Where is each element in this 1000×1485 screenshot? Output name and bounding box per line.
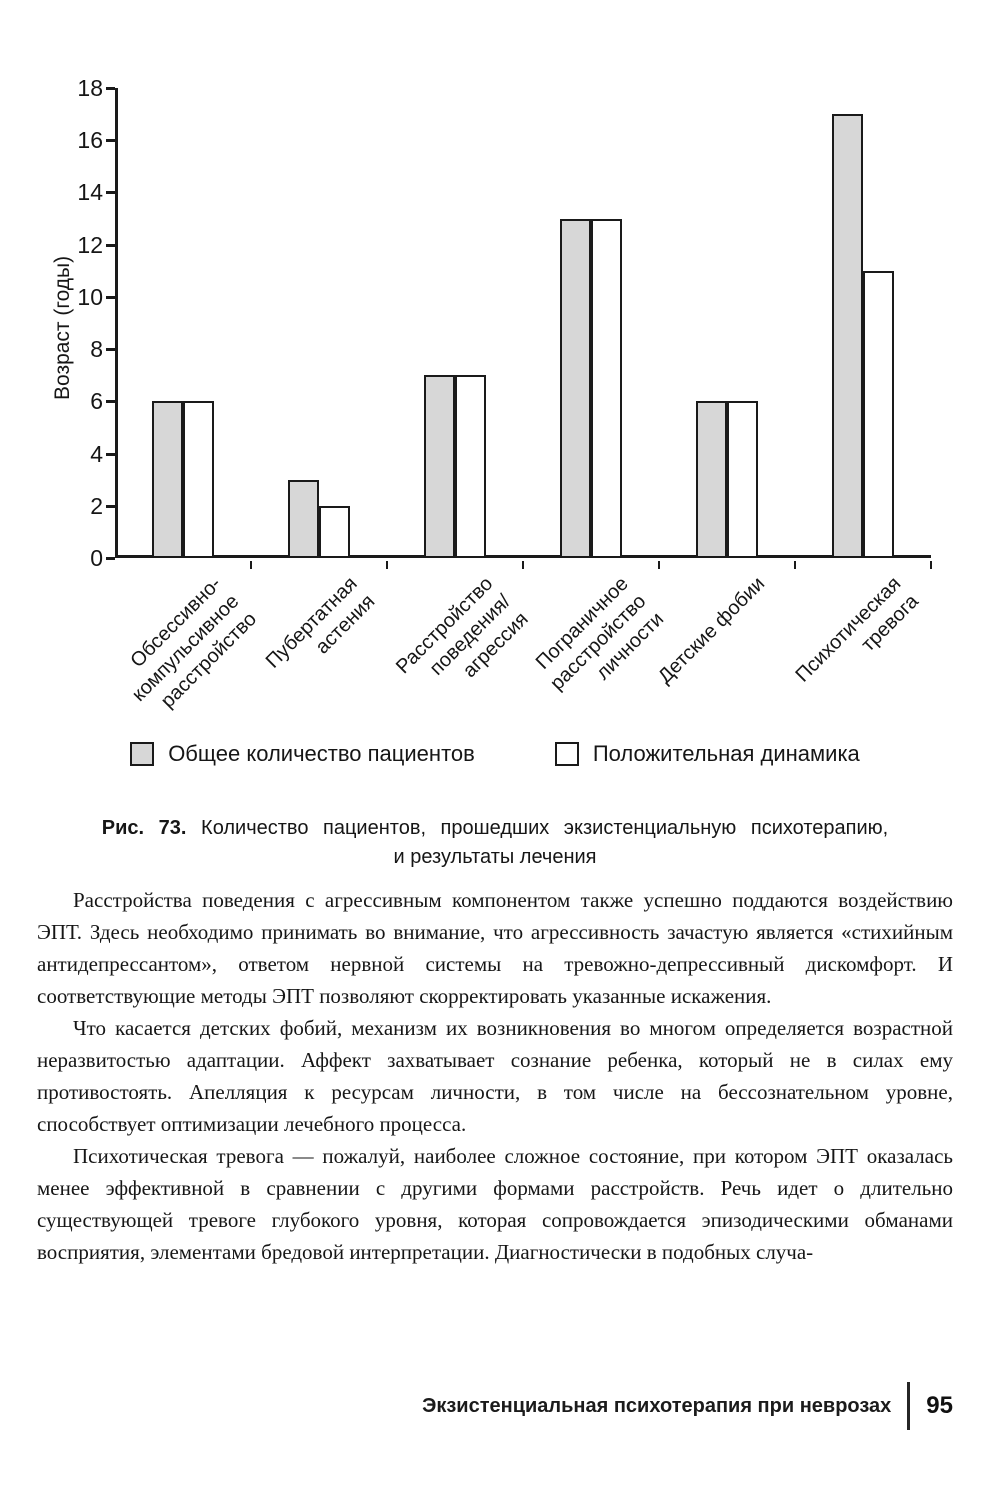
- x-tick-mark: [522, 561, 524, 569]
- y-tick-label: 2: [90, 492, 103, 519]
- bar-positive: [455, 375, 486, 558]
- legend-item-total: Общее количество пациентов: [130, 741, 475, 767]
- legend-swatch-positive: [554, 742, 579, 766]
- y-tick-mark: [106, 400, 115, 404]
- x-tick-mark: [930, 561, 932, 569]
- bar-total: [152, 401, 183, 558]
- bar-positive: [183, 401, 214, 558]
- bar-total: [832, 114, 863, 558]
- legend-label-total: Общее количество пациентов: [168, 741, 475, 766]
- footer-divider: [907, 1382, 911, 1430]
- x-tick-mark: [250, 561, 252, 569]
- x-category-label: Пограничное расстройство личности: [532, 572, 669, 695]
- x-category-label: Расстройство поведения/ агрессия: [391, 572, 533, 683]
- y-tick-label: 0: [90, 545, 103, 571]
- y-tick-label: 18: [77, 75, 103, 101]
- legend-label-positive: Положительная динамика: [592, 741, 860, 766]
- paragraph-1: Расстройства поведения с агрессивным ком…: [37, 888, 953, 1008]
- chart-canvas: Возраст (годы) Общее количество пациенто…: [37, 75, 953, 800]
- x-category-label: Пубертатная астения: [261, 572, 379, 673]
- figure-caption-text: Количество пациентов, прошедших экзистен…: [201, 817, 889, 839]
- y-tick-mark: [106, 557, 115, 560]
- y-tick-label: 8: [90, 336, 103, 363]
- y-tick-label: 4: [90, 440, 103, 467]
- legend-item-positive: Положительная динамика: [554, 741, 860, 767]
- x-category-label: Обсессивно- компульсивное расстройство: [125, 572, 261, 713]
- bar-positive: [591, 219, 622, 558]
- x-tick-mark: [794, 561, 796, 569]
- bar-total: [560, 219, 591, 558]
- y-tick-mark: [106, 504, 115, 508]
- figure-caption-label: Рис. 73.: [101, 817, 187, 839]
- running-title: Экзистенциальная психотерапия при невроз…: [422, 1394, 892, 1417]
- y-tick-label: 16: [77, 127, 103, 154]
- paragraph-2: Что касается детских фобий, механизм их …: [37, 1016, 953, 1136]
- figure-caption-line1: Рис. 73. Количество пациентов, прошедших…: [37, 814, 953, 843]
- y-axis-title: Возраст (годы): [51, 255, 74, 400]
- chart-legend: Общее количество пациентов Положительная…: [37, 741, 953, 767]
- x-category-label: Психотическая тревога: [791, 572, 923, 687]
- y-tick-mark: [106, 295, 115, 299]
- body-text: Расстройства поведения с агрессивным ком…: [37, 884, 953, 1268]
- paragraph-3: Психотическая тревога — пожалуй, наиболе…: [37, 1144, 953, 1264]
- y-tick-mark: [106, 348, 115, 352]
- y-tick-mark: [106, 87, 115, 90]
- y-tick-mark: [106, 191, 115, 195]
- figure-caption-line2: и результаты лечения: [393, 846, 597, 868]
- y-tick-mark: [106, 243, 115, 247]
- y-tick-label: 10: [77, 283, 103, 310]
- y-tick-label: 14: [77, 179, 103, 206]
- page-number: 95: [926, 1392, 953, 1419]
- bar-total: [288, 480, 319, 558]
- bar-positive: [319, 506, 350, 558]
- plot-area: [115, 88, 931, 558]
- legend-swatch-total: [130, 742, 155, 766]
- x-tick-mark: [386, 561, 388, 569]
- y-tick-label: 12: [77, 231, 103, 258]
- figure-caption: Рис. 73. Количество пациентов, прошедших…: [37, 814, 953, 872]
- x-tick-mark: [658, 561, 660, 569]
- bar-positive: [727, 401, 758, 558]
- bar-total: [696, 401, 727, 558]
- x-category-label: Детские фобии: [654, 572, 770, 688]
- y-tick-mark: [106, 139, 115, 143]
- y-tick-label: 6: [90, 388, 103, 415]
- y-tick-mark: [106, 452, 115, 456]
- bar-total: [424, 375, 455, 558]
- bar-positive: [863, 271, 894, 558]
- page-footer: Экзистенциальная психотерапия при невроз…: [0, 1382, 953, 1430]
